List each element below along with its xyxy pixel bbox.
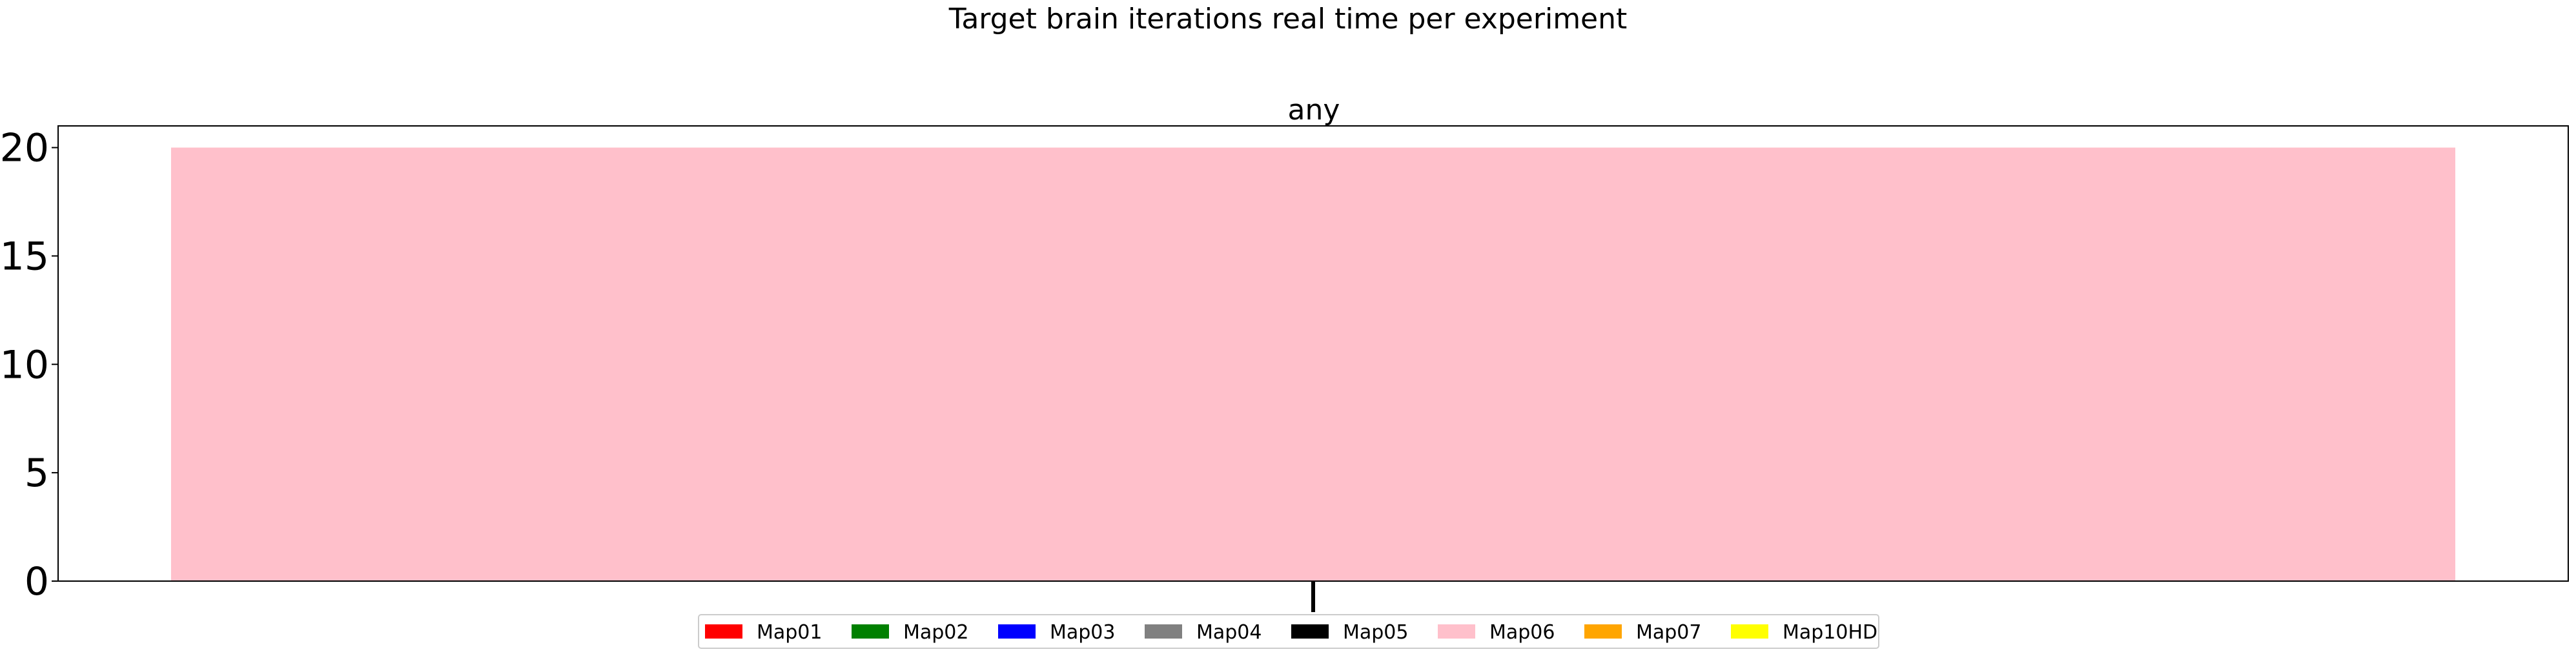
legend-label-map05: Map05 xyxy=(1343,621,1408,644)
y-tick-label: 20 xyxy=(0,126,49,171)
legend-swatch-map03 xyxy=(998,624,1036,639)
legend-label-map01: Map01 xyxy=(757,621,822,644)
y-tick-label: 0 xyxy=(25,559,49,604)
legend-swatch-map02 xyxy=(852,624,889,639)
y-tick-label: 5 xyxy=(25,451,49,496)
figure-title: Target brain iterations real time per ex… xyxy=(948,3,1628,36)
legend: Map01 Map02 Map03 Map04 Map05 Map06 Map07 Map10… xyxy=(698,614,1879,649)
legend-label-map10hd: Map10HD xyxy=(1783,621,1877,644)
legend-label-map03: Map03 xyxy=(1050,621,1115,644)
bar-map06 xyxy=(170,147,2456,582)
legend-swatch-map05 xyxy=(1291,624,1329,639)
legend-swatch-map10hd xyxy=(1731,624,1768,639)
legend-box xyxy=(698,614,1879,649)
legend-swatch-map07 xyxy=(1584,624,1622,639)
legend-label-map02: Map02 xyxy=(903,621,968,644)
y-tick-label: 15 xyxy=(0,234,49,279)
legend-swatch-map01 xyxy=(705,624,742,639)
y-tick-label: 10 xyxy=(0,342,49,387)
legend-label-map06: Map06 xyxy=(1489,621,1555,644)
legend-label-map07: Map07 xyxy=(1636,621,1701,644)
legend-label-map04: Map04 xyxy=(1196,621,1262,644)
legend-swatch-map06 xyxy=(1438,624,1475,639)
y-axis: 0 5 10 15 20 xyxy=(0,126,58,604)
plot-area xyxy=(57,125,2569,582)
legend-swatch-map04 xyxy=(1145,624,1182,639)
axes-title: any xyxy=(1288,94,1340,127)
